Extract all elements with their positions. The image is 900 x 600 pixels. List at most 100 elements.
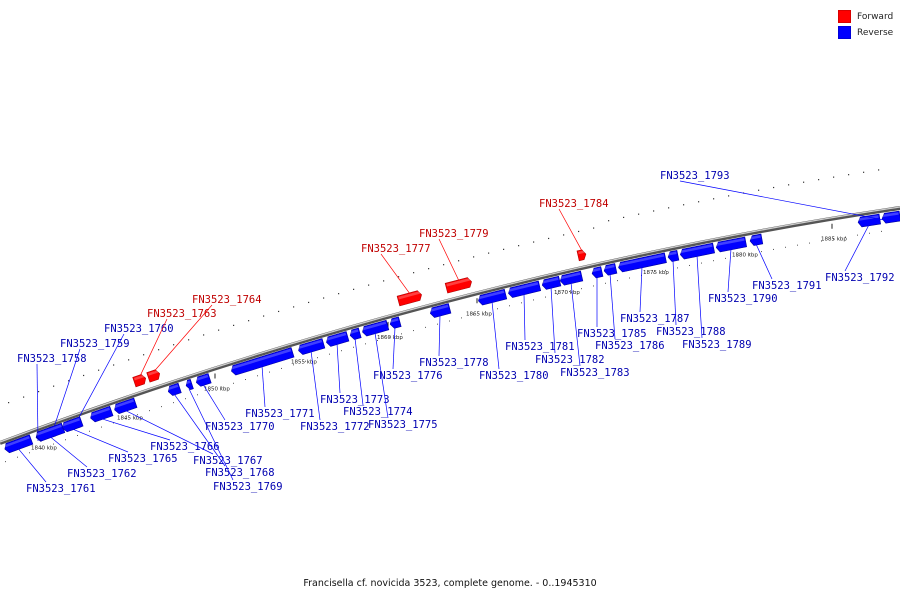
- gene-shape[interactable]: [857, 213, 881, 228]
- gene-label[interactable]: FN3523_1771: [245, 408, 315, 420]
- gene-shape[interactable]: [541, 275, 562, 290]
- gene-fn3523_1780[interactable]: [477, 288, 508, 306]
- gene-shape[interactable]: [396, 290, 423, 307]
- gene-shape[interactable]: [591, 266, 604, 279]
- gene-shape[interactable]: [297, 338, 326, 355]
- gene-label[interactable]: FN3523_1760: [104, 323, 174, 335]
- gene-shape[interactable]: [89, 405, 114, 423]
- gene-fn3523_1766[interactable]: [89, 405, 114, 423]
- gene-label[interactable]: FN3523_1787: [620, 313, 690, 325]
- gene-label[interactable]: FN3523_1765: [108, 453, 178, 465]
- gene-shape[interactable]: [325, 331, 350, 347]
- gene-label[interactable]: FN3523_1779: [419, 228, 489, 240]
- gene-label[interactable]: FN3523_1761: [26, 483, 96, 495]
- gene-fn3523_1769[interactable]: [185, 378, 194, 390]
- gene-label[interactable]: FN3523_1792: [825, 272, 895, 284]
- gene-fn3523_1789[interactable]: [679, 242, 716, 260]
- gene-fn3523_1787[interactable]: [617, 252, 667, 273]
- gene-shape[interactable]: [167, 382, 182, 396]
- gene-shape[interactable]: [349, 327, 362, 340]
- gene-fn3523_1761[interactable]: [3, 434, 34, 454]
- gene-label[interactable]: FN3523_1773: [320, 394, 390, 406]
- gene-shape[interactable]: [361, 319, 390, 337]
- gene-shape[interactable]: [429, 303, 452, 318]
- gene-fn3523_1777[interactable]: [396, 290, 423, 307]
- gene-label[interactable]: FN3523_1784: [539, 198, 609, 210]
- gene-shape[interactable]: [715, 236, 748, 253]
- gene-label[interactable]: FN3523_1778: [419, 357, 489, 369]
- gene-fn3523_1765[interactable]: [61, 416, 84, 433]
- gene-shape[interactable]: [389, 316, 402, 329]
- gene-label[interactable]: FN3523_1789: [682, 339, 752, 351]
- gene-label[interactable]: FN3523_1767: [193, 455, 263, 467]
- gene-fn3523_1782[interactable]: [541, 275, 562, 290]
- gene-shape[interactable]: [603, 263, 618, 276]
- gene-fn3523_1762[interactable]: [35, 422, 66, 442]
- gene-label[interactable]: FN3523_1793: [660, 170, 730, 182]
- gene-fn3523_1779[interactable]: [444, 277, 473, 294]
- gene-label[interactable]: FN3523_1777: [361, 243, 431, 255]
- gene-shape[interactable]: [195, 373, 212, 387]
- gene-label[interactable]: FN3523_1790: [708, 293, 778, 305]
- gene-label[interactable]: FN3523_1769: [213, 481, 283, 493]
- gene-label[interactable]: FN3523_1788: [656, 326, 726, 338]
- gene-fn3523_1783[interactable]: [559, 270, 584, 286]
- gene-label[interactable]: FN3523_1764: [192, 294, 262, 306]
- gene-fn3523_1768[interactable]: [167, 382, 182, 396]
- gene-label[interactable]: FN3523_1759: [60, 338, 130, 350]
- gene-shape[interactable]: [132, 374, 148, 388]
- gene-shape[interactable]: [617, 252, 667, 273]
- gene-label[interactable]: FN3523_1776: [373, 370, 443, 382]
- gene-fn3523_1784[interactable]: [576, 249, 587, 262]
- gene-shape[interactable]: [444, 277, 473, 294]
- gene-label[interactable]: FN3523_1786: [595, 340, 665, 352]
- gene-fn3523_1773[interactable]: [325, 331, 350, 347]
- gene-label[interactable]: FN3523_1785: [577, 328, 647, 340]
- gene-fn3523_1792[interactable]: [857, 213, 881, 228]
- gene-fn3523_1781[interactable]: [507, 280, 542, 298]
- gene-shape[interactable]: [749, 233, 764, 246]
- gene-label[interactable]: FN3523_1772: [300, 421, 370, 433]
- gene-label[interactable]: FN3523_1758: [17, 353, 87, 365]
- gene-shape[interactable]: [881, 210, 900, 224]
- gene-fn3523_1774[interactable]: [349, 327, 362, 340]
- gene-shape[interactable]: [146, 369, 162, 383]
- gene-shape[interactable]: [507, 280, 542, 298]
- gene-fn3523_1764[interactable]: [146, 369, 162, 383]
- gene-fn3523_1785[interactable]: [591, 266, 604, 279]
- gene-label[interactable]: FN3523_1775: [368, 419, 438, 431]
- gene-fn3523_1788[interactable]: [667, 249, 680, 262]
- gene-fn3523_1771[interactable]: [230, 347, 295, 376]
- gene-fn3523_1770[interactable]: [195, 373, 212, 387]
- gene-label[interactable]: FN3523_1768: [205, 467, 275, 479]
- gene-shape[interactable]: [61, 416, 84, 433]
- gene-fn3523_1775[interactable]: [361, 319, 390, 337]
- gene-label[interactable]: FN3523_1781: [505, 341, 575, 353]
- gene-shape[interactable]: [3, 434, 34, 454]
- gene-fn3523_1767[interactable]: [113, 397, 138, 415]
- gene-fn3523_1790[interactable]: [715, 236, 748, 253]
- gene-shape[interactable]: [113, 397, 138, 415]
- gene-fn3523_1763[interactable]: [132, 374, 148, 388]
- gene-fn3523_1772[interactable]: [297, 338, 326, 355]
- gene-label[interactable]: FN3523_1766: [150, 441, 220, 453]
- gene-shape[interactable]: [185, 378, 194, 390]
- gene-fn3523_1776[interactable]: [389, 316, 402, 329]
- gene-shape[interactable]: [35, 422, 66, 442]
- gene-fn3523_1786[interactable]: [603, 263, 618, 276]
- gene-label[interactable]: FN3523_1782: [535, 354, 605, 366]
- gene-fn3523_1791[interactable]: [749, 233, 764, 246]
- gene-shape[interactable]: [667, 249, 680, 262]
- gene-label[interactable]: FN3523_1783: [560, 367, 630, 379]
- gene-shape[interactable]: [230, 347, 295, 376]
- gene-label[interactable]: FN3523_1774: [343, 406, 413, 418]
- gene-shape[interactable]: [679, 242, 716, 260]
- gene-fn3523_1778[interactable]: [429, 303, 452, 318]
- gene-label[interactable]: FN3523_1763: [147, 308, 217, 320]
- gene-shape[interactable]: [576, 249, 587, 262]
- gene-shape[interactable]: [477, 288, 508, 306]
- gene-label[interactable]: FN3523_1780: [479, 370, 549, 382]
- gene-fn3523_1793[interactable]: [881, 210, 900, 224]
- gene-label[interactable]: FN3523_1770: [205, 421, 275, 433]
- gene-label[interactable]: FN3523_1791: [752, 280, 822, 292]
